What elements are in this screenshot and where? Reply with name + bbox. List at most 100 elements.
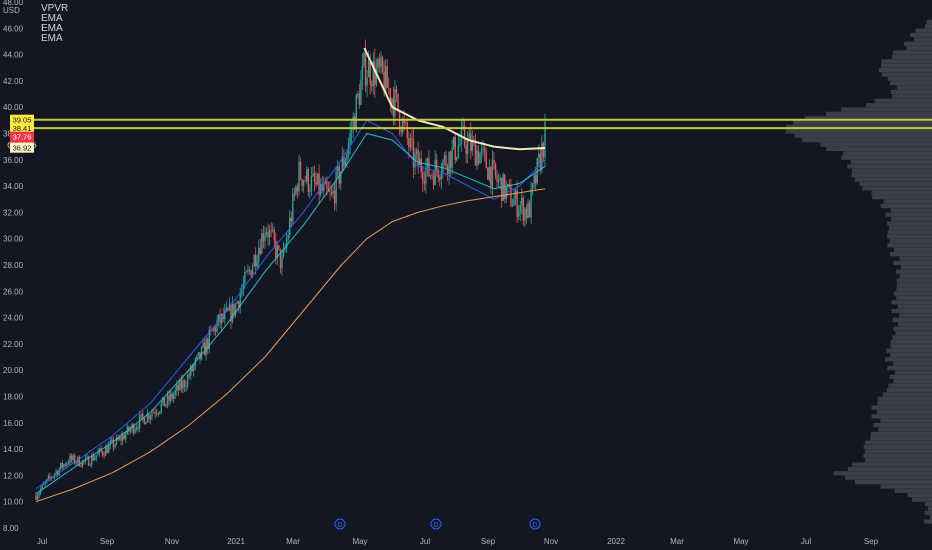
candle-body xyxy=(202,342,204,348)
x-axis[interactable]: Jul Sep Nov 2021 Mar May Jul Sep Nov 2022 Mar May Ju… xyxy=(37,537,879,546)
x-tick-label: Jul xyxy=(420,537,430,546)
candle-body xyxy=(129,429,132,432)
candle-body xyxy=(350,130,353,133)
volume-profile-bin xyxy=(893,379,932,384)
candle-body xyxy=(61,462,64,468)
volume-profile-bin xyxy=(889,225,932,230)
legend-vpvr[interactable]: VPVR xyxy=(41,3,69,14)
volume-profile-bin xyxy=(826,146,932,152)
volume-profile-bin xyxy=(892,94,932,99)
candle-body xyxy=(536,158,538,184)
candle-body xyxy=(336,166,339,171)
volume-profile-bin xyxy=(873,422,932,428)
candle-body xyxy=(542,142,545,157)
legend-ema-2[interactable]: EMA xyxy=(41,23,63,34)
candle-body xyxy=(395,88,398,94)
candle-body xyxy=(222,313,224,319)
candle-body xyxy=(123,435,125,440)
y-tick-label: 12.00 xyxy=(3,471,24,480)
x-tick-label: Sep xyxy=(100,537,115,546)
candle-body xyxy=(454,137,456,160)
candle-body xyxy=(471,140,473,152)
candle-body xyxy=(109,441,111,445)
candle-body xyxy=(217,314,220,322)
horizontal-levels[interactable] xyxy=(34,118,932,130)
volume-profile-bin xyxy=(841,155,932,160)
legend-ema-1[interactable]: EMA xyxy=(41,13,63,24)
candle-body xyxy=(301,179,303,187)
x-tick-label: Jul xyxy=(37,537,47,546)
volume-profile-bin xyxy=(880,484,932,489)
candle-body xyxy=(474,140,477,166)
volume-profile-bin xyxy=(804,116,932,121)
candle-body xyxy=(355,95,357,130)
volume-profile-bin xyxy=(896,85,932,90)
volume-profile-bin xyxy=(865,449,932,454)
candle-body xyxy=(196,355,198,360)
candle-body xyxy=(389,88,391,104)
dividend-marker-label: D xyxy=(337,522,342,529)
candle-body xyxy=(203,342,206,356)
volume-profile-bin xyxy=(899,313,932,318)
candle-body xyxy=(508,183,511,186)
candle-body xyxy=(378,58,381,67)
ema-line xyxy=(363,47,546,151)
volume-profile-bin xyxy=(885,212,932,217)
candle-body xyxy=(374,61,376,85)
candle-body xyxy=(97,452,99,456)
candle-body xyxy=(412,139,415,168)
candle-body xyxy=(366,77,368,86)
candle-body xyxy=(292,193,294,222)
candle-body xyxy=(533,175,535,184)
candle-body xyxy=(245,271,248,273)
volume-profile-bin xyxy=(893,260,932,266)
candle-body xyxy=(111,439,113,442)
candle-body xyxy=(273,229,275,241)
candle-body xyxy=(381,56,384,72)
candle-body xyxy=(462,125,464,129)
volume-profile-bin xyxy=(826,111,932,116)
volume-profile-bin xyxy=(862,186,932,191)
y-axis[interactable]: 8.00 10.00 12.00 14.00 16.00 18.00 20.00 22.00 2… xyxy=(3,0,24,533)
candle-body xyxy=(49,475,51,478)
candle-body xyxy=(499,178,501,181)
volume-profile-bin xyxy=(890,344,932,349)
volume-profile-bin xyxy=(865,103,932,108)
candle-body xyxy=(224,310,226,319)
candle-body xyxy=(298,161,300,192)
candle-body xyxy=(408,137,410,148)
candle-body xyxy=(90,455,93,465)
volume-profile-bin xyxy=(870,436,932,441)
volume-profile-bin xyxy=(887,221,932,226)
candle-body xyxy=(323,183,325,191)
candle-body xyxy=(524,208,526,221)
candle-body xyxy=(354,116,356,130)
candle-body xyxy=(525,208,528,218)
candle-body xyxy=(490,166,492,187)
candle-body xyxy=(207,339,209,350)
x-tick-label: Sep xyxy=(481,537,496,546)
dividend-marker-circle xyxy=(430,518,442,530)
candle-body xyxy=(258,247,260,262)
volume-profile-bin xyxy=(898,322,932,327)
candle-body xyxy=(231,303,234,322)
volume-profile-bin xyxy=(907,493,932,498)
candle-body xyxy=(86,456,88,458)
candle-body xyxy=(333,190,336,204)
volume-profile-bin xyxy=(886,348,932,353)
price-label-bg xyxy=(10,142,34,153)
candle-body xyxy=(349,132,351,144)
volume-profile-bin xyxy=(847,466,932,472)
volume-profile-bin xyxy=(887,234,932,239)
candle-body xyxy=(502,174,504,201)
legend-ema-3[interactable]: EMA xyxy=(41,33,63,44)
candle-body xyxy=(216,321,218,332)
volume-profile-bin xyxy=(895,370,932,375)
volume-profile-bin xyxy=(926,19,932,24)
y-axis-unit: USD xyxy=(3,6,20,15)
volume-profile-bin xyxy=(880,63,932,68)
candle-body xyxy=(436,159,438,170)
candle-body xyxy=(138,415,141,429)
